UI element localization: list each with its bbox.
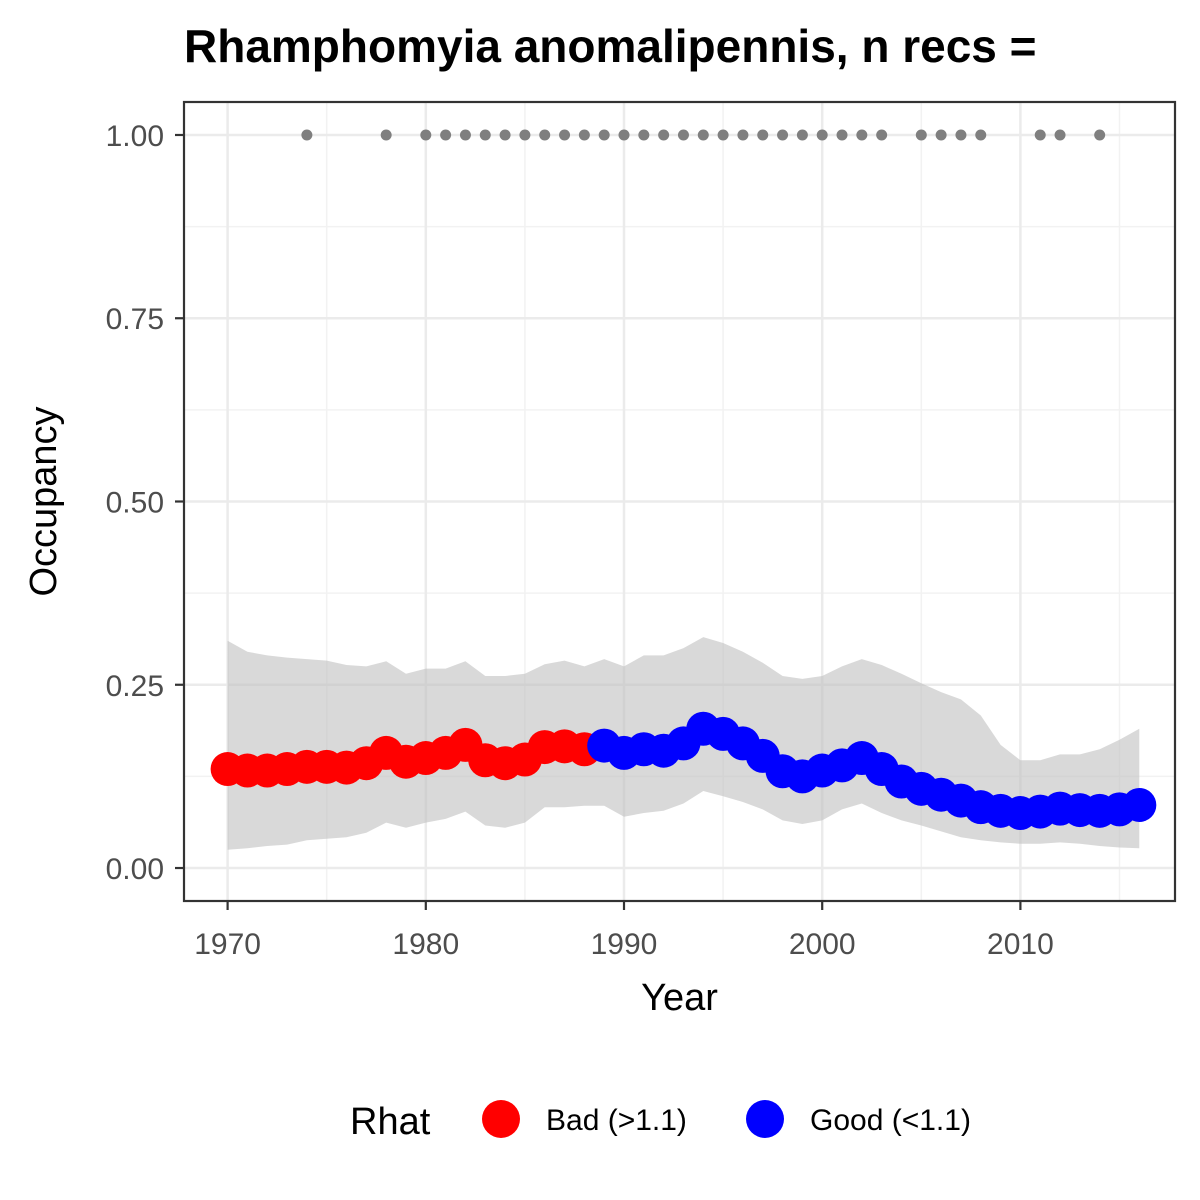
record-point: [559, 129, 571, 141]
record-point: [499, 129, 511, 141]
plot-panel: [182, 100, 1177, 903]
record-point: [697, 129, 709, 141]
occupancy-point: [1122, 787, 1157, 822]
record-point: [816, 129, 828, 141]
x-tick-label: 1980: [392, 928, 459, 961]
x-tick-label: 2000: [789, 928, 856, 961]
record-point: [618, 129, 630, 141]
y-tick-label: 0.25: [106, 670, 164, 703]
x-axis-title: Year: [641, 977, 718, 1019]
record-point: [1034, 129, 1046, 141]
record-point: [856, 129, 868, 141]
y-tick-label: 1.00: [106, 120, 164, 153]
record-point: [440, 129, 452, 141]
y-axis-title: Occupancy: [23, 406, 65, 596]
legend-key-good: [746, 1100, 784, 1138]
record-point: [301, 129, 313, 141]
y-tick-label: 0.00: [106, 853, 164, 886]
record-point: [479, 129, 491, 141]
legend-title: Rhat: [350, 1101, 431, 1143]
record-point: [1094, 129, 1106, 141]
record-point: [757, 129, 769, 141]
record-point: [796, 129, 808, 141]
legend-label-good: Good (<1.1): [810, 1104, 971, 1137]
y-tick-label: 0.50: [106, 487, 164, 520]
record-point: [955, 129, 967, 141]
record-point: [677, 129, 689, 141]
x-axis: 1970 1980 1990 2000 2010: [194, 901, 1054, 961]
chart-title: Rhamphomyia anomalipennis, n recs =: [184, 20, 1037, 72]
record-point: [459, 129, 471, 141]
record-point: [598, 129, 610, 141]
x-tick-label: 2010: [987, 928, 1054, 961]
y-axis: 0.00 0.25 0.50 0.75 1.00: [106, 120, 184, 886]
y-tick-label: 0.75: [106, 303, 164, 336]
record-point: [519, 129, 531, 141]
legend-key-bad: [482, 1100, 520, 1138]
record-point: [915, 129, 927, 141]
x-tick-label: 1970: [194, 928, 261, 961]
x-tick-label: 1990: [591, 928, 658, 961]
record-point: [935, 129, 947, 141]
record-point: [975, 129, 987, 141]
legend-label-bad: Bad (>1.1): [546, 1104, 687, 1137]
record-point: [380, 129, 392, 141]
record-point: [836, 129, 848, 141]
record-point: [658, 129, 670, 141]
record-point: [717, 129, 729, 141]
record-point: [777, 129, 789, 141]
record-point: [737, 129, 749, 141]
record-point: [638, 129, 650, 141]
occupancy-points: [210, 711, 1157, 831]
record-point: [539, 129, 551, 141]
record-point: [876, 129, 888, 141]
record-point: [1054, 129, 1066, 141]
record-points: [301, 129, 1106, 141]
record-point: [420, 129, 432, 141]
legend: Rhat Bad (>1.1) Good (<1.1): [350, 1100, 971, 1143]
record-point: [578, 129, 590, 141]
